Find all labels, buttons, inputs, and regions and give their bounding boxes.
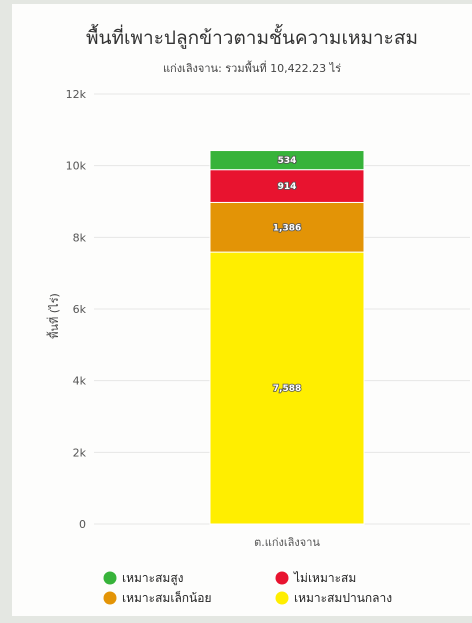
data-label: 534 <box>278 156 297 166</box>
legend-marker <box>275 591 289 605</box>
x-axis-ticks: ต.แก่งเลิงจาน <box>254 536 320 549</box>
chart-panel: พื้นที่เพาะปลูกข้าวตามชั้นความเหมาะสม แก… <box>12 4 472 616</box>
data-label: 7,588 <box>273 384 301 394</box>
y-tick-label: 4k <box>73 375 87 388</box>
legend-marker <box>275 571 289 585</box>
legend-label[interactable]: เหมาะสมปานกลาง <box>294 591 392 605</box>
legend-marker <box>103 591 117 605</box>
y-tick-label: 2k <box>73 446 87 459</box>
chart-title: พื้นที่เพาะปลูกข้าวตามชั้นความเหมาะสม <box>86 24 418 49</box>
legend-label[interactable]: เหมาะสมสูง <box>122 571 184 586</box>
bar-segments <box>209 150 365 525</box>
y-tick-label: 12k <box>66 88 87 101</box>
x-tick-label: ต.แก่งเลิงจาน <box>254 536 320 549</box>
data-labels: 7,588 1,386 914 534 <box>272 155 302 395</box>
legend-label[interactable]: ไม่เหมาะสม <box>293 571 356 585</box>
data-label: 1,386 <box>273 223 301 233</box>
legend-label[interactable]: เหมาะสมเล็กน้อย <box>122 590 212 605</box>
y-tick-label: 0 <box>79 518 86 531</box>
legend-marker <box>103 571 117 585</box>
bar-segment <box>209 150 365 171</box>
y-tick-label: 10k <box>66 160 87 173</box>
bar-segment <box>209 201 365 253</box>
chart-subtitle: แก่งเลิงจาน: รวมพื้นที่ 10,422.23 ไร่ <box>163 60 341 75</box>
y-axis-label: พื้นที่ (ไร่) <box>46 293 61 339</box>
stacked-bar-chart: พื้นที่เพาะปลูกข้าวตามชั้นความเหมาะสม แก… <box>46 24 470 605</box>
data-label: 914 <box>278 182 297 192</box>
y-tick-label: 8k <box>73 231 87 244</box>
y-axis-ticks: 0 2k 4k 6k 8k 10k 12k <box>66 88 87 531</box>
y-tick-label: 6k <box>73 303 87 316</box>
bar-segment <box>209 169 365 203</box>
